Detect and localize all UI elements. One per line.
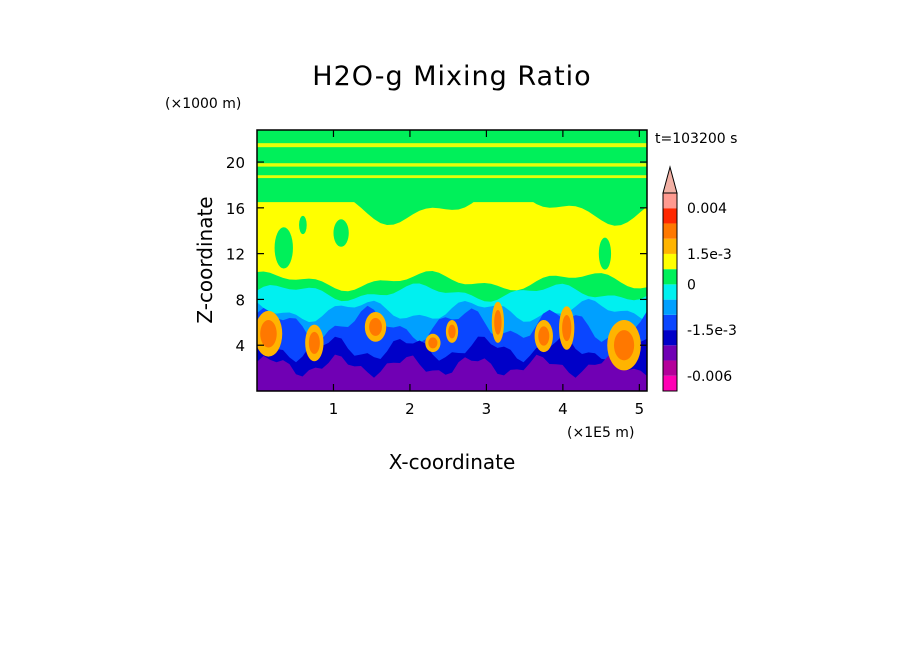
- upper-yellow-streak: [257, 175, 647, 179]
- colorbar-swatch: [663, 208, 677, 224]
- moist-plume-core: [494, 309, 502, 335]
- x-tick-label: 2: [405, 400, 415, 418]
- y-axis: 4 8 12 16 20: [226, 154, 647, 355]
- colorbar-swatch: [663, 345, 677, 361]
- moist-plume-core: [538, 326, 550, 346]
- colorbar-swatch: [663, 314, 677, 331]
- x-tick-label: 5: [635, 400, 645, 418]
- moist-plume-core: [448, 324, 456, 339]
- x-axis: 1 2 3 4 5: [329, 130, 644, 418]
- colorbar-frame: [662, 192, 678, 392]
- y-unit-label: (×1000 m): [165, 96, 241, 112]
- colorbar-swatch: [663, 360, 677, 376]
- colorbar-arrow: [662, 165, 678, 194]
- colorbar-swatch: [663, 238, 677, 254]
- y-tick-label: 12: [226, 246, 245, 264]
- moist-plume-core: [308, 331, 320, 354]
- colorbar-swatch: [663, 223, 677, 239]
- colorbar-label: 0: [687, 277, 696, 293]
- time-label: t=103200 s: [655, 131, 737, 147]
- plot-area: [257, 130, 647, 391]
- colorbar-swatch: [663, 193, 677, 209]
- y-tick-label: 4: [235, 337, 245, 355]
- upper-yellow-streak: [257, 143, 647, 148]
- chart-title: H2O-g Mixing Ratio: [312, 61, 591, 92]
- moist-plume-core: [562, 314, 572, 342]
- y-tick-label: 16: [226, 200, 245, 218]
- colorbar-label: -1.5e-3: [687, 323, 737, 339]
- x-axis-label: X-coordinate: [389, 450, 516, 474]
- y-axis-label: Z-coordinate: [193, 196, 217, 323]
- colorbar-label: -0.006: [687, 369, 732, 385]
- x-tick-label: 1: [329, 400, 339, 418]
- upper-yellow-streak: [257, 163, 647, 167]
- x-unit-label: (×1E5 m): [567, 425, 634, 441]
- green-intrusion: [333, 219, 349, 247]
- colorbar: 0.004 1.5e-3 0 -1.5e-3 -0.006: [662, 165, 737, 392]
- moist-plume-core: [369, 317, 382, 336]
- plot-frame: [256, 129, 648, 392]
- y-tick-label: 8: [235, 291, 245, 309]
- moist-plume-core: [613, 330, 635, 361]
- colorbar-swatch: [663, 375, 677, 391]
- colorbar-label: 0.004: [687, 201, 727, 217]
- moist-plume-core: [260, 320, 277, 348]
- y-tick-label: 20: [226, 154, 245, 172]
- green-intrusion: [274, 227, 293, 269]
- colorbar-swatch: [663, 330, 677, 346]
- colorbar-swatch: [663, 284, 677, 300]
- purple-band: [257, 354, 647, 391]
- moist-plume-core: [428, 337, 438, 349]
- colorbar-swatch: [663, 269, 677, 285]
- green-intrusion: [598, 237, 612, 270]
- x-tick-label: 4: [558, 400, 568, 418]
- colorbar-swatch: [663, 253, 677, 270]
- colorbar-swatch: [663, 299, 677, 315]
- x-tick-label: 3: [482, 400, 492, 418]
- colorbar-label: 1.5e-3: [687, 247, 732, 263]
- green-intrusion: [299, 215, 307, 235]
